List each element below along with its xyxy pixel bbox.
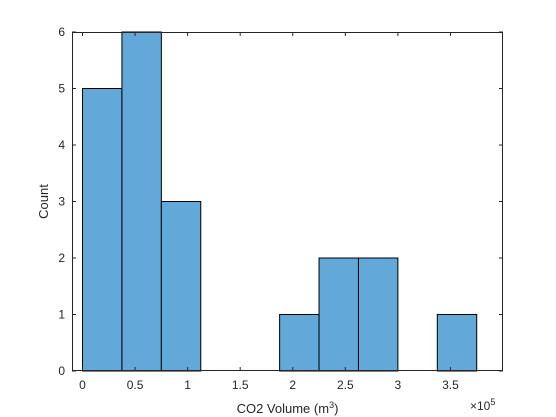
- x-tick-label: 3.5: [442, 378, 459, 392]
- x-tick-label: 1.5: [232, 378, 249, 392]
- histogram-bar: [318, 257, 359, 372]
- y-tick-label: 1: [58, 308, 65, 322]
- histogram-bar: [279, 314, 320, 372]
- histogram-bar: [160, 201, 202, 372]
- x-axis-exponent-power: 5: [490, 397, 495, 407]
- histogram-bars: [82, 31, 478, 372]
- histogram-bar: [357, 257, 399, 372]
- x-axis-ticks: 0 0.5 1 1.5 2 2.5 3 3.5: [79, 32, 459, 392]
- x-tick-label: 2.5: [337, 378, 354, 392]
- x-axis-exponent: ×105: [470, 397, 495, 413]
- histogram-bar: [82, 88, 123, 372]
- x-axis-label: CO2 Volume (m3): [237, 400, 339, 416]
- y-tick-label: 2: [58, 251, 65, 265]
- x-tick-label: 2: [289, 378, 296, 392]
- y-tick-label: 4: [58, 138, 65, 152]
- histogram-bar: [121, 31, 162, 372]
- x-tick-label: 0.5: [127, 378, 144, 392]
- y-axis-label: Count: [36, 184, 51, 219]
- histogram-bar: [436, 314, 478, 372]
- x-axis-label-main: CO2 Volume (m: [237, 401, 329, 416]
- x-axis-exponent-base: ×10: [470, 399, 491, 413]
- x-axis-label-suffix: ): [334, 401, 338, 416]
- x-tick-label: 0: [79, 378, 86, 392]
- y-tick-label: 6: [58, 25, 65, 39]
- y-tick-label: 3: [58, 195, 65, 209]
- x-tick-label: 3: [395, 378, 402, 392]
- x-tick-label: 1: [184, 378, 191, 392]
- y-tick-label: 0: [58, 364, 65, 378]
- x-axis-label-superscript: 3: [329, 400, 334, 410]
- y-tick-label: 5: [58, 82, 65, 96]
- y-axis-ticks: 0 1 2 3 4 5 6: [58, 25, 503, 378]
